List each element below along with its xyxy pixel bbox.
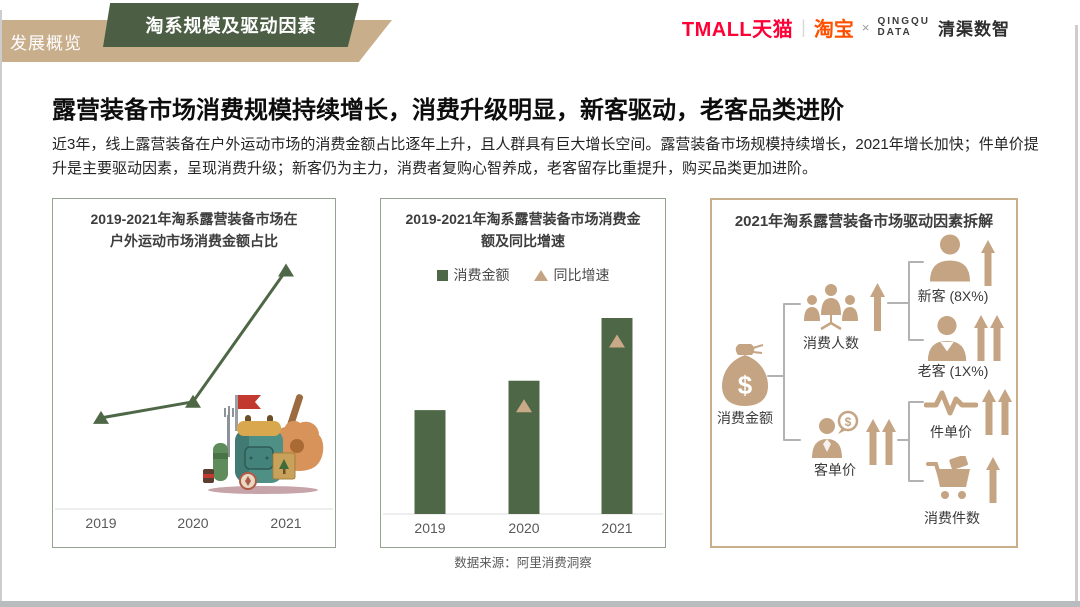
topic-badge-label: 淘系规模及驱动因素 bbox=[145, 16, 317, 36]
branch-atv-label: 客单价 bbox=[814, 462, 856, 478]
pulse-icon bbox=[923, 390, 979, 421]
logo-divider: | bbox=[801, 17, 806, 37]
trend-up-arrow-icon bbox=[981, 240, 995, 291]
legend-bar-swatch-icon bbox=[436, 269, 448, 281]
section-tab-label: 发展概览 bbox=[10, 34, 82, 53]
share-chart-title-line1: 2019-2021年淘系露营装备市场在 bbox=[90, 211, 298, 227]
share-chart-title-line2: 户外运动市场消费金额占比 bbox=[110, 232, 278, 249]
branch-buyers-label: 消费人数 bbox=[803, 335, 859, 351]
qingqu-data-logo-line2: DATA bbox=[877, 26, 912, 38]
amount-growth-chart-panel: 2019-2021年淘系露营装备市场消费金 额及同比增速 消费金额 同比增速 2… bbox=[380, 198, 666, 548]
svg-text:$: $ bbox=[738, 370, 753, 400]
svg-text:$: $ bbox=[845, 415, 852, 429]
amount-x-tick-2019: 2019 bbox=[414, 520, 446, 536]
returning-customer-label: 老客 (1X%) bbox=[917, 363, 989, 379]
slide-bottom-edge bbox=[0, 601, 1080, 607]
data-source-note: 数据来源：阿里消费洞察 bbox=[454, 556, 592, 570]
trend-up-double-arrow-icon bbox=[866, 419, 896, 470]
chart-legend: 消费金额 同比增速 bbox=[381, 265, 665, 285]
slide-right-edge bbox=[1075, 25, 1078, 601]
topic-badge: 淘系规模及驱动因素 bbox=[103, 3, 359, 47]
person-icon bbox=[925, 315, 969, 366]
share-x-tick-2021: 2021 bbox=[270, 515, 302, 531]
tmall-logo: TMALL天猫 bbox=[681, 19, 794, 41]
share-chart-title: 2019-2021年淘系露营装备市场在 户外运动市场消费金额占比 bbox=[53, 209, 335, 252]
legend-triangle-swatch-icon bbox=[533, 269, 548, 281]
amount-chart-title: 2019-2021年淘系露营装备市场消费金 额及同比增速 bbox=[381, 209, 665, 252]
qingqu-cn-logo: 清渠数智 bbox=[938, 20, 1010, 39]
diagram-connectors bbox=[767, 261, 924, 482]
slide-left-edge bbox=[0, 10, 2, 601]
taobao-logo: 淘宝 bbox=[813, 19, 854, 41]
cart-icon bbox=[926, 454, 972, 507]
driver-diagram-panel: 2021年淘系露营装备市场驱动因素拆解 $ 消费金额 bbox=[710, 198, 1018, 548]
purchase-qty-label: 消费件数 bbox=[924, 510, 980, 526]
camping-illustration bbox=[203, 394, 324, 494]
trend-up-double-arrow-icon bbox=[974, 315, 1004, 366]
share-trend-chart-panel: 2019-2021年淘系露营装备市场在 户外运动市场消费金额占比 2019 20… bbox=[52, 198, 336, 548]
person-coin-icon: $ bbox=[810, 410, 860, 463]
collab-cross-mark: × bbox=[861, 20, 870, 35]
amount-chart-title-line1: 2019-2021年淘系露营装备市场消费金 bbox=[405, 211, 641, 227]
person-icon bbox=[927, 233, 973, 287]
people-group-icon bbox=[802, 283, 860, 336]
qingqu-data-logo-line1: QINGQU bbox=[877, 16, 930, 27]
page-title: 露营装备市场消费规模持续增长，消费升级明显，新客驱动，老客品类进阶 bbox=[52, 97, 844, 124]
money-bag-icon: $ bbox=[720, 343, 770, 412]
unit-price-label: 件单价 bbox=[930, 424, 972, 440]
trend-up-double-arrow-icon bbox=[982, 389, 1012, 440]
legend-growth-label: 同比增速 bbox=[553, 267, 610, 283]
qingqu-data-logo: QINGQU DATA bbox=[877, 16, 930, 38]
share-line-chart bbox=[55, 263, 333, 510]
new-customer-label: 新客 (8X%) bbox=[917, 288, 989, 304]
share-x-tick-2019: 2019 bbox=[85, 515, 117, 531]
legend-amount-label: 消费金额 bbox=[453, 267, 510, 283]
amount-x-tick-2020: 2020 bbox=[508, 520, 540, 536]
share-x-tick-2020: 2020 bbox=[177, 515, 209, 531]
amount-chart-title-line2: 额及同比增速 bbox=[481, 232, 565, 249]
trend-up-arrow-icon bbox=[986, 457, 1000, 508]
summary-text: 近3年，线上露营装备在户外运动市场的消费金额占比逐年上升，且人群具有巨大增长空间… bbox=[52, 136, 1039, 178]
driver-diagram: $ 消费金额 消费人数 新客 (8X%) bbox=[712, 200, 1016, 546]
root-node-label: 消费金额 bbox=[717, 410, 773, 426]
trend-up-arrow-icon bbox=[870, 283, 885, 336]
amount-x-tick-2021: 2021 bbox=[601, 520, 633, 536]
brand-logos: TMALL天猫 | 淘宝 × QINGQU DATA 清渠数智 bbox=[682, 13, 1010, 42]
driver-diagram-title: 2021年淘系露营装备市场驱动因素拆解 bbox=[734, 213, 994, 230]
amount-bar-chart bbox=[383, 318, 663, 515]
